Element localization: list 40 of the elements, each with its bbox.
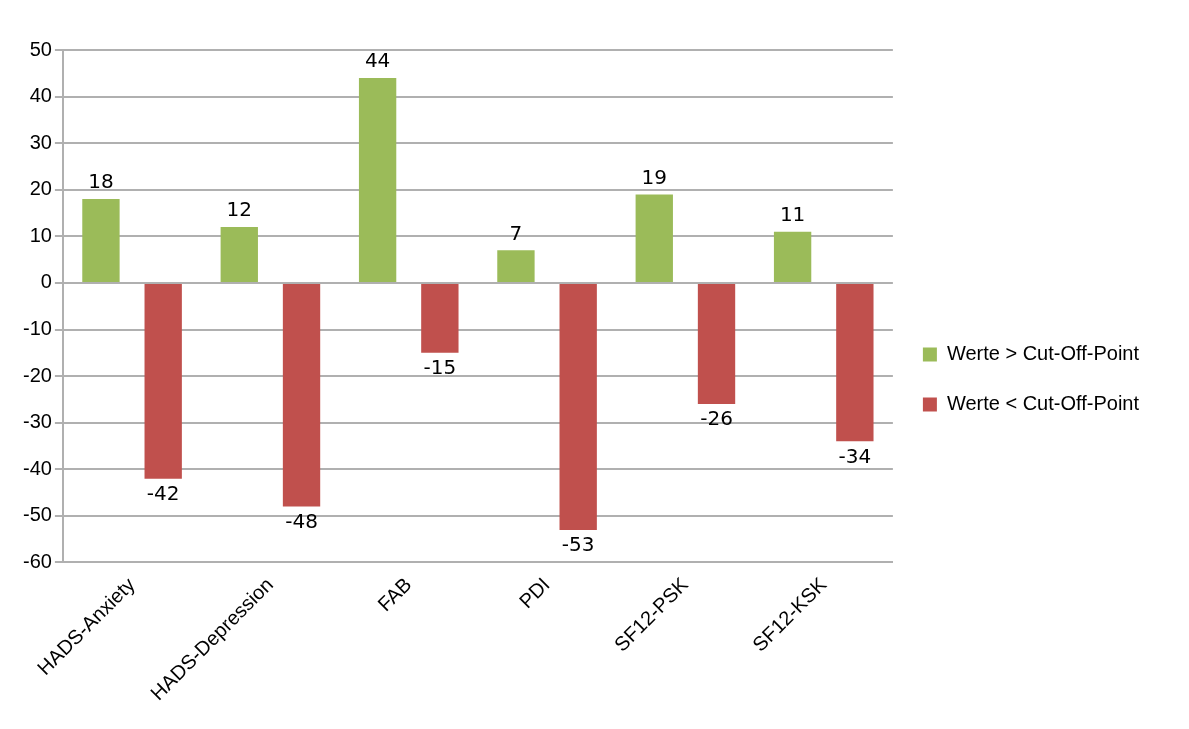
bar	[497, 250, 535, 282]
y-tick-label: 50	[29, 37, 52, 60]
bar	[836, 283, 874, 442]
data-label: 44	[364, 48, 391, 73]
y-tick-label: -30	[23, 410, 52, 433]
data-label: 19	[641, 164, 667, 189]
data-label: -26	[700, 406, 733, 431]
bar	[82, 199, 120, 282]
data-label: 12	[226, 197, 252, 222]
data-label: 11	[779, 201, 806, 226]
data-label: 18	[88, 169, 114, 194]
y-tick-label: 10	[29, 223, 52, 246]
bar	[773, 231, 812, 282]
legend-label: Werte < Cut-Off-Point	[946, 392, 1140, 415]
bar	[559, 283, 597, 530]
y-tick-label: 0	[40, 270, 52, 293]
y-tick-label: -50	[23, 503, 52, 526]
bar	[220, 227, 258, 282]
legend-label: Werte > Cut-Off-Point	[946, 342, 1140, 365]
data-label: -53	[561, 532, 595, 557]
y-tick-label: -20	[23, 363, 52, 386]
data-label: -42	[146, 480, 180, 505]
x-tick-label: PDI	[514, 573, 554, 613]
bar	[421, 283, 459, 353]
y-tick-label: -60	[23, 550, 52, 573]
y-tick-label: -40	[23, 456, 52, 479]
y-tick-label: -10	[23, 317, 52, 340]
bar	[635, 194, 673, 282]
y-tick-label: 20	[29, 177, 52, 200]
data-label: -15	[423, 355, 457, 380]
y-tick-label: 40	[29, 84, 52, 107]
data-label: -48	[285, 508, 318, 533]
data-label: -34	[838, 443, 872, 468]
bar	[144, 283, 182, 479]
x-tick-label: FAB	[373, 573, 416, 616]
bar	[282, 283, 321, 507]
y-tick-label: 30	[29, 130, 52, 153]
bar	[697, 283, 736, 405]
bar	[358, 77, 397, 282]
data-label: 7	[509, 220, 523, 245]
